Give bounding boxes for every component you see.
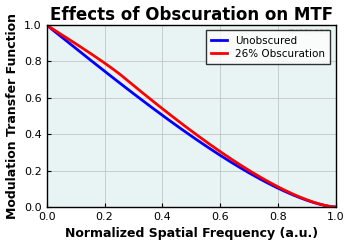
Line: Unobscured: Unobscured <box>47 25 336 207</box>
26% Obscuration <box>74 43 78 46</box>
26% Obscuration <box>270 182 274 185</box>
26% Obscuration <box>275 185 279 188</box>
26% Obscuration <box>44 24 49 27</box>
26% Obscuration <box>172 116 176 119</box>
Unobscured <box>172 122 176 125</box>
X-axis label: Normalized Spatial Frequency (a.u.): Normalized Spatial Frequency (a.u.) <box>65 228 318 240</box>
Legend: Unobscured, 26% Obscuration: Unobscured, 26% Obscuration <box>206 30 330 64</box>
Unobscured <box>44 24 49 27</box>
Unobscured <box>270 184 274 187</box>
Unobscured <box>275 186 279 189</box>
Y-axis label: Modulation Transfer Function: Modulation Transfer Function <box>6 13 19 219</box>
Line: 26% Obscuration: 26% Obscuration <box>47 25 336 207</box>
Title: Effects of Obscuration on MTF: Effects of Obscuration on MTF <box>50 6 333 24</box>
26% Obscuration <box>243 167 247 169</box>
Unobscured <box>161 115 166 118</box>
Text: THORLABS: THORLABS <box>288 29 330 35</box>
Unobscured <box>74 47 78 50</box>
Unobscured <box>243 169 247 172</box>
Unobscured <box>334 206 338 209</box>
26% Obscuration <box>334 206 338 209</box>
26% Obscuration <box>161 108 166 111</box>
